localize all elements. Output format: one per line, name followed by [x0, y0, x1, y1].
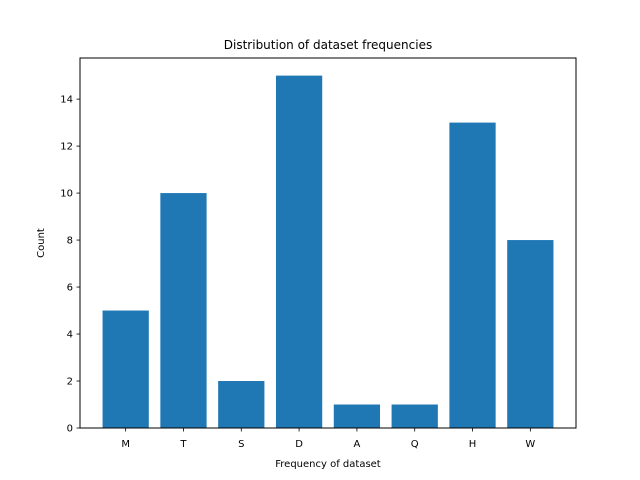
y-axis-ticks: 0 2 4 6 8 10 12 14 — [60, 95, 80, 435]
plot-frame — [79, 57, 577, 429]
y-tick-label: 8 — [67, 236, 73, 247]
x-tick-label: D — [295, 439, 303, 450]
x-tick-label: M — [121, 439, 130, 450]
x-tick-label: T — [179, 439, 187, 450]
bar-S — [218, 381, 265, 428]
y-tick-label: 14 — [60, 95, 73, 106]
x-axis-label: Frequency of dataset — [275, 459, 381, 470]
bar-W — [507, 240, 554, 428]
bar-A — [333, 404, 381, 428]
x-tick-label: A — [353, 439, 360, 450]
x-tick-label: S — [238, 439, 244, 450]
y-tick-label: 10 — [60, 189, 73, 200]
bars-group — [102, 75, 554, 429]
x-tick-label: W — [525, 439, 535, 450]
x-tick-label: Q — [411, 439, 419, 450]
bar-H — [449, 122, 496, 428]
bar-T — [160, 193, 207, 428]
bar-Q — [391, 404, 438, 428]
y-tick-label: 4 — [67, 330, 73, 341]
y-tick-label: 2 — [67, 377, 73, 388]
y-tick-label: 12 — [60, 142, 73, 153]
bar-M — [102, 310, 149, 428]
y-tick-label: 0 — [67, 424, 73, 435]
x-tick-label: H — [469, 439, 477, 450]
bar-D — [275, 75, 323, 429]
chart-title: Distribution of dataset frequencies — [224, 38, 432, 52]
y-tick-label: 6 — [67, 283, 73, 294]
y-axis-label: Count — [36, 228, 47, 258]
